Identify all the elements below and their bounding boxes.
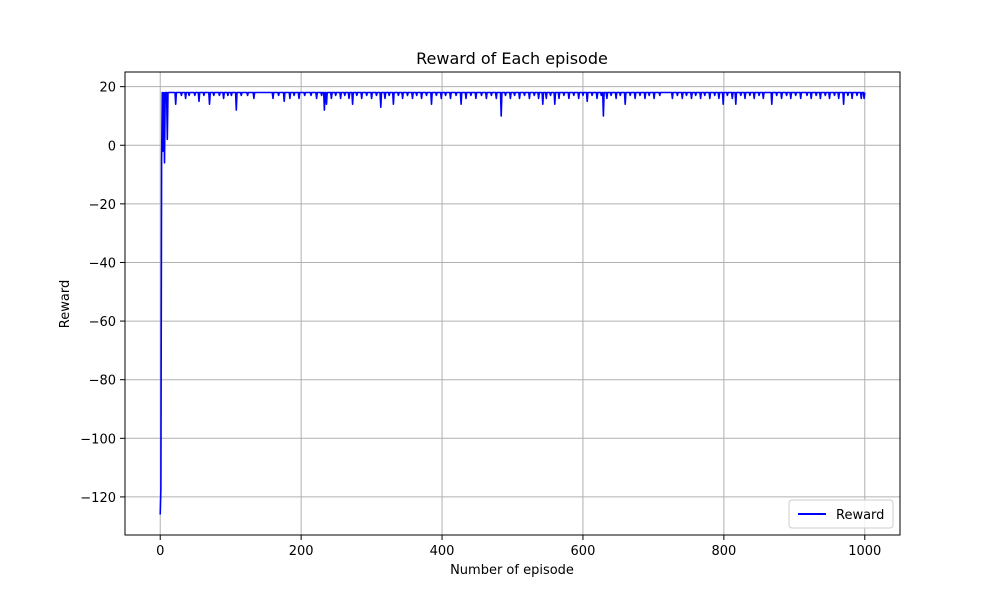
series-line-reward [159, 91, 866, 515]
y-tick-label: −40 [89, 256, 116, 271]
y-ticks: −120 −100 −80 −60 −40 −20 0 20 [80, 81, 125, 506]
y-tick-label: −20 [89, 198, 116, 213]
legend-label-reward: Reward [836, 508, 884, 523]
x-axis-title: Number of episode [450, 563, 574, 578]
legend-box [788, 499, 894, 529]
axes-frame [124, 71, 901, 536]
y-tick-label: −120 [80, 491, 116, 506]
y-axis-title: Reward [58, 280, 73, 328]
x-tick-label: 400 [430, 544, 455, 559]
x-tick-label: 800 [711, 544, 736, 559]
line-layer [159, 91, 866, 515]
y-tick-label: −80 [89, 374, 116, 389]
x-ticks: 0 200 400 600 800 1000 [156, 535, 881, 559]
x-tick-label: 0 [156, 544, 164, 559]
x-tick-label: 200 [289, 544, 314, 559]
x-tick-label: 600 [571, 544, 596, 559]
legend: Reward [788, 499, 894, 529]
chart-title: Reward of Each episode [416, 49, 608, 68]
y-tick-label: −60 [89, 315, 116, 330]
y-tick-label: 0 [108, 139, 116, 154]
y-tick-label: −100 [80, 432, 116, 447]
y-tick-label: 20 [99, 81, 116, 96]
grid-layer [125, 72, 900, 535]
x-tick-label: 1000 [848, 544, 881, 559]
